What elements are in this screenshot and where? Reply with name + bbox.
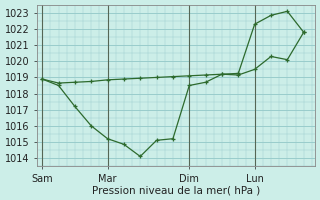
X-axis label: Pression niveau de la mer( hPa ): Pression niveau de la mer( hPa ) bbox=[92, 185, 260, 195]
